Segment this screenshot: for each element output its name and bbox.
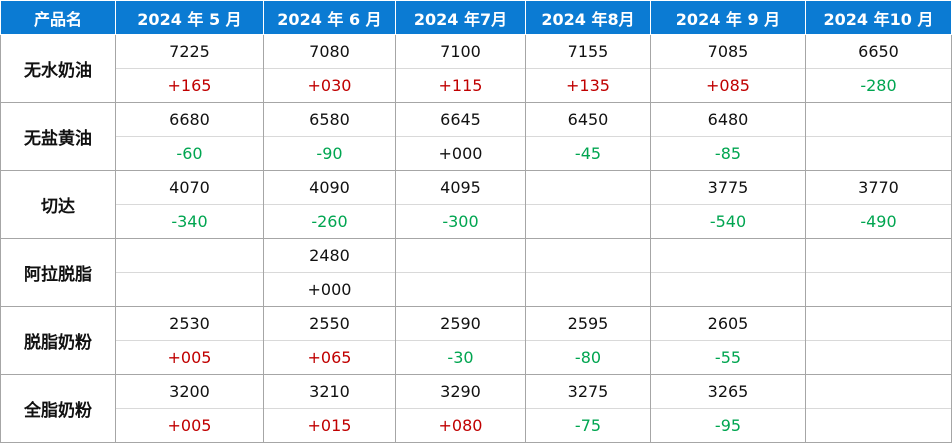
price-row: 无盐黄油 6680 6580 6645 6450 6480 <box>0 102 952 171</box>
change-cell: -490 <box>805 204 952 239</box>
empty-cell <box>805 136 952 171</box>
price-cell: 3265 <box>650 374 806 409</box>
change-cell: +065 <box>263 340 396 375</box>
price-row: 全脂奶粉 3200 3210 3290 3275 3265 <box>0 374 952 443</box>
change-cell: -85 <box>650 136 806 171</box>
price-cell: 2590 <box>395 306 526 341</box>
change-cell: -60 <box>115 136 264 171</box>
change-cell: -280 <box>805 68 952 103</box>
empty-cell <box>650 272 806 307</box>
change-cell: +015 <box>263 408 396 443</box>
price-row: 脱脂奶粉 2530 2550 2590 2595 2605 <box>0 306 952 375</box>
change-cell: -95 <box>650 408 806 443</box>
empty-cell <box>805 340 952 375</box>
change-row: -340 -260 -300 -540 -490 <box>1 204 952 239</box>
empty-cell <box>805 102 952 137</box>
product-name: 无盐黄油 <box>0 102 116 171</box>
change-cell: -90 <box>263 136 396 171</box>
price-row: 阿拉脱脂 2480 <box>0 238 952 307</box>
empty-cell <box>805 306 952 341</box>
price-cell: 6580 <box>263 102 396 137</box>
empty-cell <box>805 272 952 307</box>
empty-cell <box>395 272 526 307</box>
price-cell: 3200 <box>115 374 264 409</box>
change-row: +005 +015 +080 -75 -95 <box>1 408 952 443</box>
header-cell: 2024 年10 月 <box>805 0 952 35</box>
product-name: 脱脂奶粉 <box>0 306 116 375</box>
price-cell: 4095 <box>395 170 526 205</box>
empty-cell <box>525 272 651 307</box>
header-cell: 产品名 <box>0 0 116 35</box>
change-cell: +030 <box>263 68 396 103</box>
price-cell: 7085 <box>650 34 806 69</box>
empty-cell <box>525 204 651 239</box>
header-cell: 2024 年7月 <box>395 0 526 35</box>
change-cell: -300 <box>395 204 526 239</box>
change-cell: +135 <box>525 68 651 103</box>
change-cell: -260 <box>263 204 396 239</box>
price-cell: 7225 <box>115 34 264 69</box>
change-cell: -30 <box>395 340 526 375</box>
price-row: 切达 4070 4090 4095 3775 3770 <box>0 170 952 239</box>
change-cell: +000 <box>395 136 526 171</box>
product-name: 无水奶油 <box>0 34 116 103</box>
empty-cell <box>650 238 806 273</box>
empty-cell <box>805 408 952 443</box>
empty-cell <box>115 238 264 273</box>
price-cell: 6645 <box>395 102 526 137</box>
price-cell: 2605 <box>650 306 806 341</box>
change-cell: -540 <box>650 204 806 239</box>
change-cell: +080 <box>395 408 526 443</box>
price-cell: 3290 <box>395 374 526 409</box>
change-row: +000 <box>1 272 952 307</box>
empty-cell <box>805 374 952 409</box>
change-cell: +005 <box>115 340 264 375</box>
change-row: +005 +065 -30 -80 -55 <box>1 340 952 375</box>
header-cell: 2024 年 6 月 <box>263 0 396 35</box>
price-row: 无水奶油 7225 7080 7100 7155 7085 6650 <box>0 34 952 103</box>
change-row: +165 +030 +115 +135 +085 -280 <box>1 68 952 103</box>
product-name: 阿拉脱脂 <box>0 238 116 307</box>
price-cell: 2480 <box>263 238 396 273</box>
price-cell: 4090 <box>263 170 396 205</box>
price-cell: 3775 <box>650 170 806 205</box>
change-cell: -45 <box>525 136 651 171</box>
change-cell: -340 <box>115 204 264 239</box>
price-cell: 2595 <box>525 306 651 341</box>
change-cell: +000 <box>263 272 396 307</box>
header-cell: 2024 年 5 月 <box>115 0 264 35</box>
empty-cell <box>525 238 651 273</box>
header-row: 产品名 2024 年 5 月 2024 年 6 月 2024 年7月 2024 年8月 2… <box>0 0 952 35</box>
product-name: 切达 <box>0 170 116 239</box>
change-row: -60 -90 +000 -45 -85 <box>1 136 952 171</box>
change-cell: +165 <box>115 68 264 103</box>
price-cell: 7080 <box>263 34 396 69</box>
change-cell: -75 <box>525 408 651 443</box>
product-name: 全脂奶粉 <box>0 374 116 443</box>
change-cell: +115 <box>395 68 526 103</box>
price-cell: 2550 <box>263 306 396 341</box>
change-cell: +085 <box>650 68 806 103</box>
price-cell: 7100 <box>395 34 526 69</box>
price-cell: 3275 <box>525 374 651 409</box>
change-cell: -55 <box>650 340 806 375</box>
header-cell: 2024 年 9 月 <box>650 0 806 35</box>
price-cell: 3770 <box>805 170 952 205</box>
empty-cell <box>525 170 651 205</box>
price-cell: 6650 <box>805 34 952 69</box>
empty-cell <box>805 238 952 273</box>
price-cell: 7155 <box>525 34 651 69</box>
price-cell: 6480 <box>650 102 806 137</box>
price-cell: 6450 <box>525 102 651 137</box>
header-cell: 2024 年8月 <box>525 0 651 35</box>
change-cell: -80 <box>525 340 651 375</box>
price-cell: 6680 <box>115 102 264 137</box>
price-cell: 2530 <box>115 306 264 341</box>
empty-cell <box>115 272 264 307</box>
change-cell: +005 <box>115 408 264 443</box>
price-cell: 4070 <box>115 170 264 205</box>
price-cell: 3210 <box>263 374 396 409</box>
empty-cell <box>395 238 526 273</box>
